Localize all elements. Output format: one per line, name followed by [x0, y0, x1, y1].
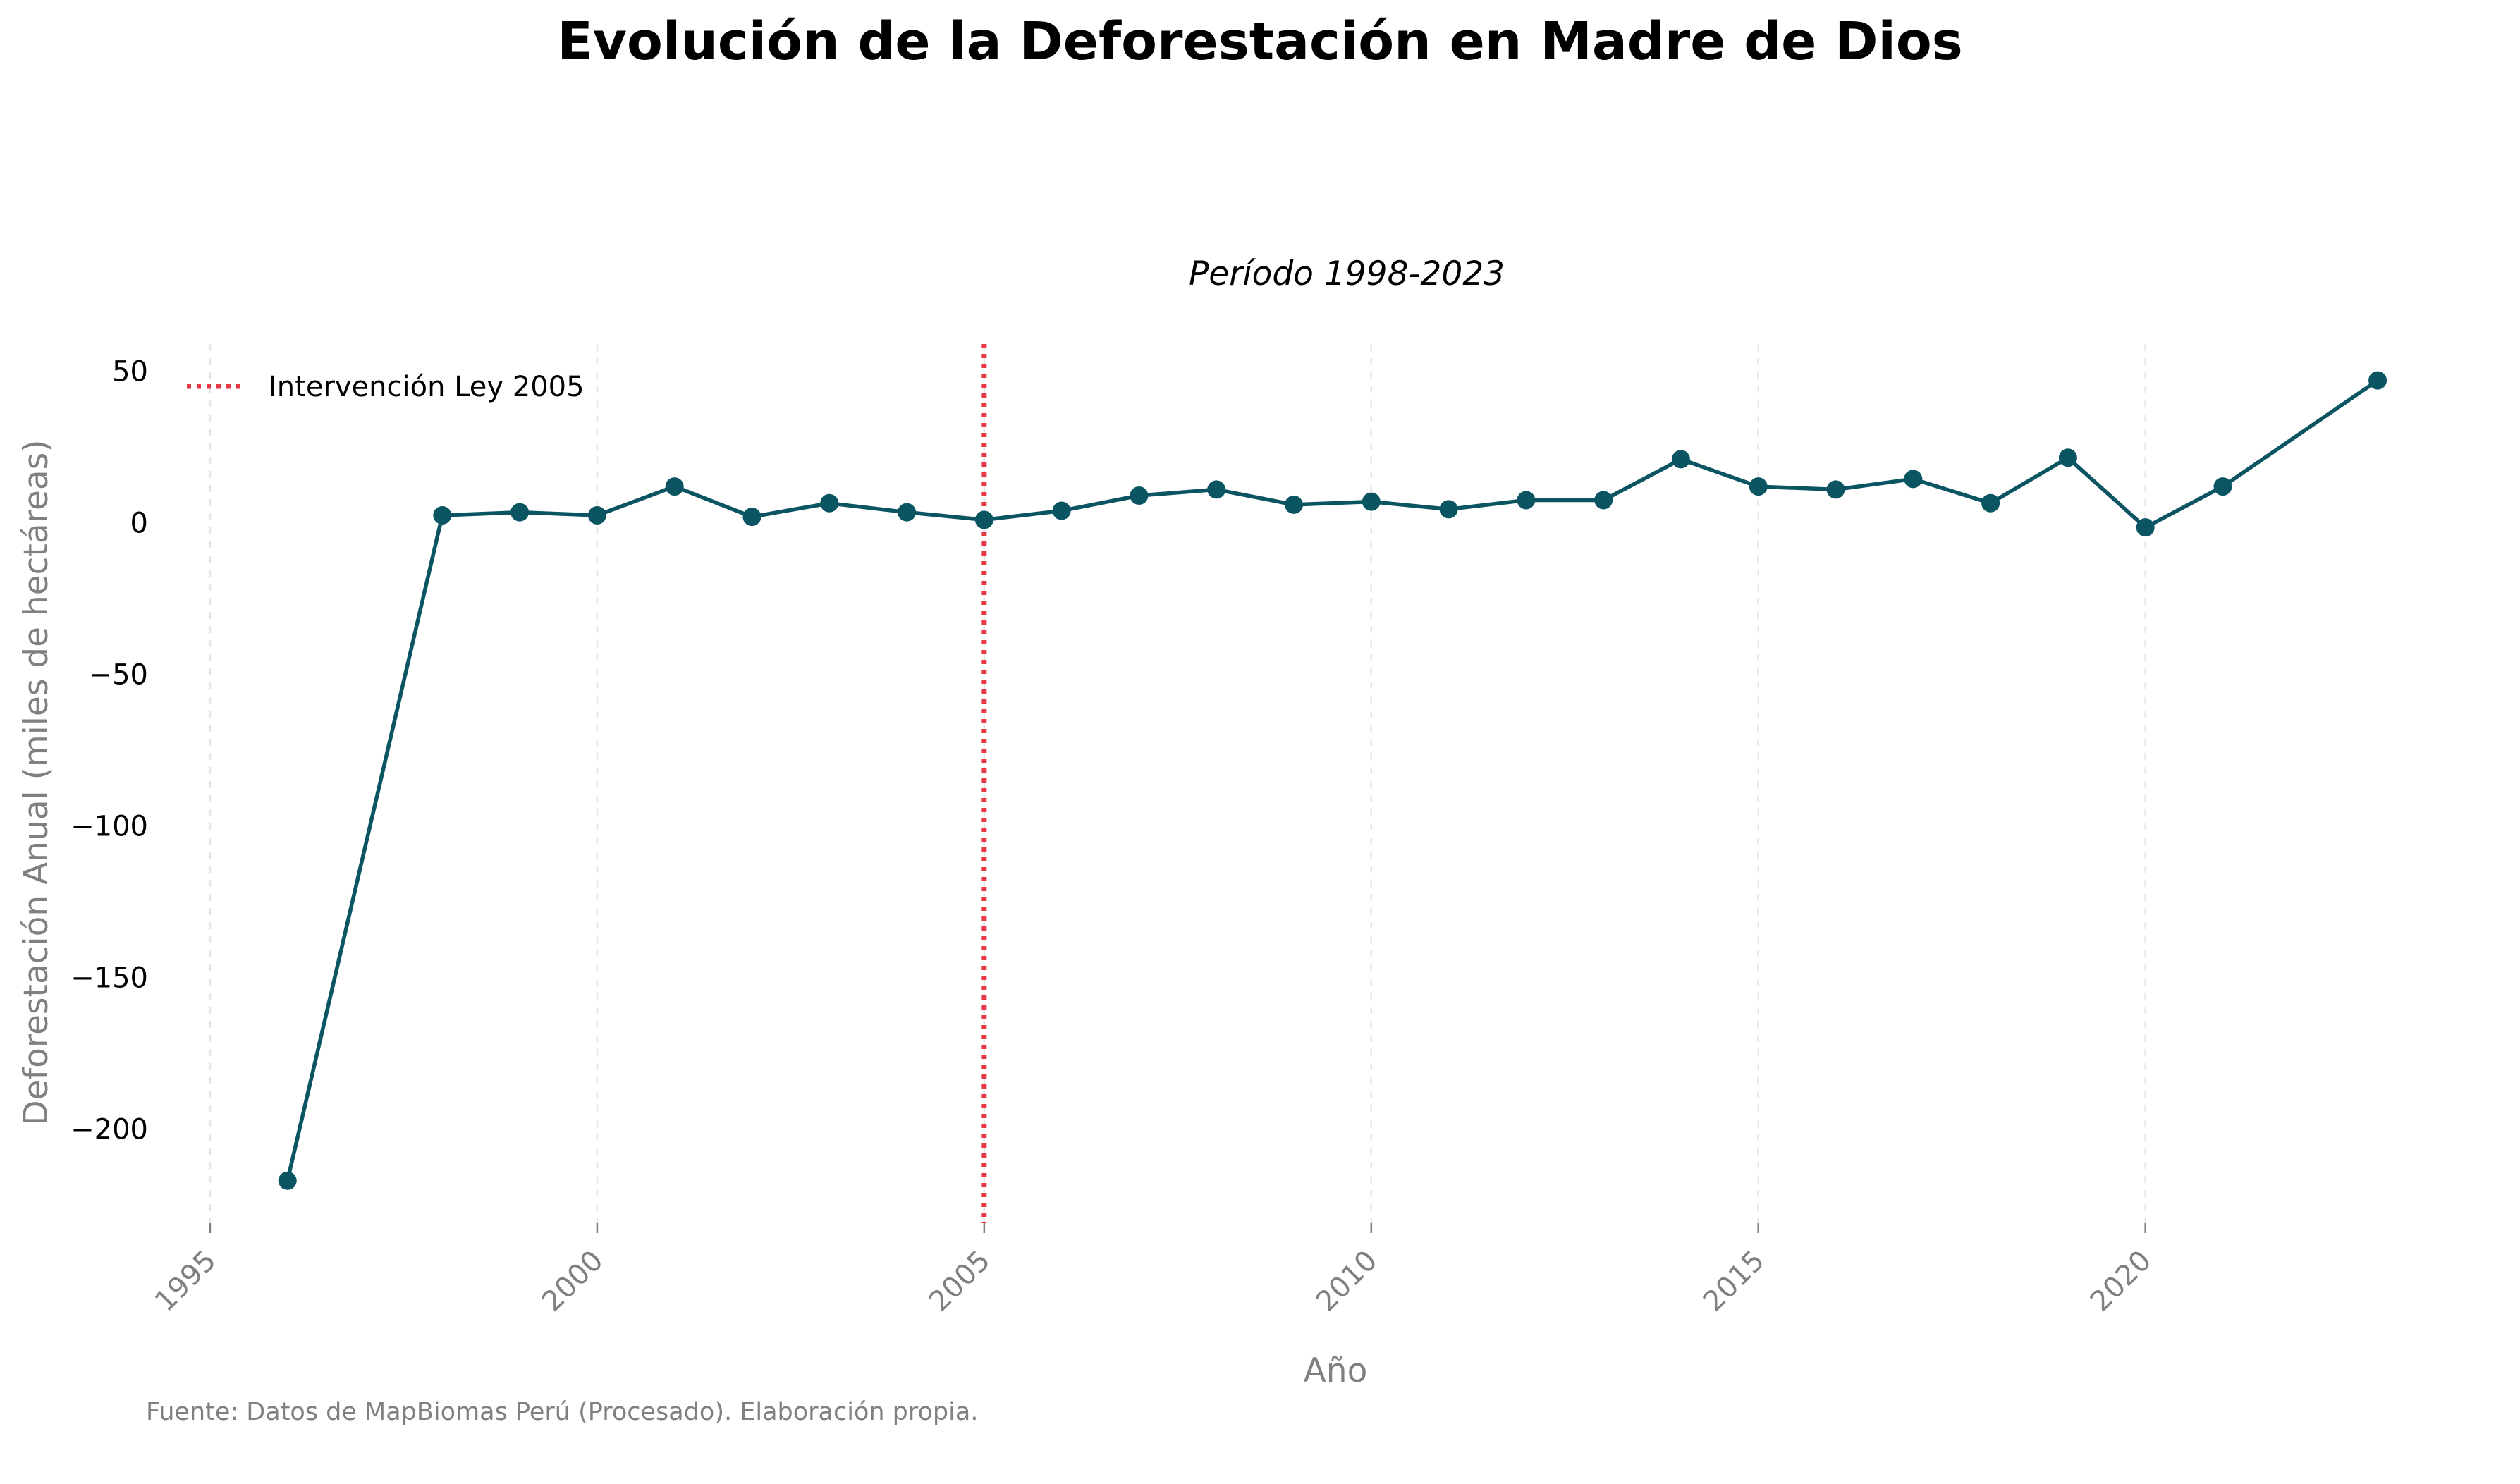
source-note: Fuente: Datos de MapBiomas Perú (Procesa…: [146, 1398, 978, 1426]
x-tick-label: 2000: [536, 1244, 610, 1318]
legend: Intervención Ley 2005: [187, 371, 585, 403]
data-point: [2213, 477, 2232, 496]
data-point: [1904, 470, 1923, 489]
x-axis: 1995 2000 2005 2010 2015 2020: [149, 1223, 2158, 1318]
data-point: [898, 503, 917, 522]
data-point: [1439, 500, 1458, 519]
data-point: [587, 505, 606, 525]
data-point: [1671, 450, 1690, 469]
data-point: [974, 510, 993, 529]
x-tick-label: 2015: [1697, 1244, 1771, 1318]
data-point: [1981, 493, 2000, 513]
data-point: [433, 505, 452, 525]
data-point: [1207, 480, 1226, 499]
data-point: [665, 477, 684, 496]
data-point: [2058, 448, 2077, 467]
y-tick-label: 50: [112, 356, 148, 388]
x-tick-label: 1995: [149, 1244, 223, 1318]
y-tick-label: 0: [130, 508, 148, 540]
x-tick-label: 2005: [923, 1244, 997, 1318]
data-point: [1130, 486, 1149, 505]
series-layer: [278, 371, 2387, 1190]
data-point: [1052, 501, 1071, 520]
data-point: [1285, 495, 1303, 514]
data-point: [510, 503, 530, 522]
y-tick-label: −200: [71, 1114, 148, 1146]
data-point: [1826, 480, 1845, 499]
x-tick-label: 2020: [2084, 1244, 2158, 1318]
y-tick-label: −150: [71, 962, 148, 995]
data-point: [1517, 491, 1536, 510]
data-point: [742, 508, 761, 527]
data-point: [2368, 371, 2387, 390]
y-axis-label: Deforestación Anual (miles de hectáreas): [17, 439, 56, 1125]
data-point: [820, 493, 839, 513]
y-tick-label: −100: [71, 811, 148, 843]
legend-label: Intervención Ley 2005: [269, 371, 585, 403]
series-line: [286, 379, 2379, 1182]
y-axis: 50 0 −50 −100 −150 −200: [71, 356, 148, 1146]
data-point: [2136, 518, 2155, 537]
x-axis-label: Año: [1304, 1351, 1368, 1390]
data-point: [1749, 477, 1768, 496]
data-point: [278, 1171, 297, 1190]
data-point: [1362, 492, 1381, 511]
chart-subtitle: Período 1998-2023: [1189, 255, 1505, 293]
x-tick-label: 2010: [1310, 1244, 1384, 1318]
data-point: [1594, 491, 1613, 510]
gridlines: [209, 344, 2146, 1223]
y-tick-label: −50: [89, 659, 148, 692]
chart-title: Evolución de la Deforestación en Madre d…: [557, 11, 1963, 72]
